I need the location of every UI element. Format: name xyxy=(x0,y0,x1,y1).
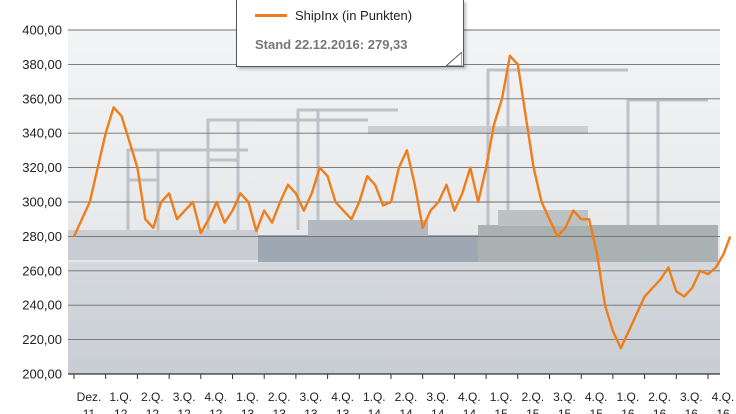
x-tick-label: 3.Q. xyxy=(173,390,196,404)
x-tick-year: 15 xyxy=(590,407,604,414)
x-tick-year: 13 xyxy=(304,407,318,414)
x-tick-year: 14 xyxy=(463,407,477,414)
y-tick-label: 360,00 xyxy=(22,91,62,106)
x-tick-year: 11 xyxy=(83,407,96,414)
x-tick-year: 16 xyxy=(653,407,667,414)
x-tick-label: 2.Q. xyxy=(268,390,291,404)
x-tick-label: 4.Q. xyxy=(712,390,735,404)
y-tick-label: 220,00 xyxy=(22,332,62,347)
x-tick-year: 15 xyxy=(494,407,508,414)
x-tick-label: 1.Q. xyxy=(236,390,259,404)
x-tick-year: 14 xyxy=(368,407,382,414)
legend-stand-value: Stand 22.12.2016: 279,33 xyxy=(255,37,408,52)
x-tick-year: 15 xyxy=(526,407,540,414)
x-tick-year: 13 xyxy=(241,407,255,414)
y-tick-label: 280,00 xyxy=(22,229,62,244)
x-tick-year: 14 xyxy=(399,407,413,414)
x-tick-label: 1.Q. xyxy=(109,390,132,404)
x-axis-ticks: Dez. 11 1.Q. 12 2.Q. 12 3.Q. 12 4.Q. 12 1.Q. 13 2.Q.… xyxy=(73,374,735,414)
x-tick-year: 13 xyxy=(273,407,287,414)
x-tick-label: 1.Q. xyxy=(617,390,640,404)
x-tick-label: 1.Q. xyxy=(363,390,386,404)
series-line-shipinx xyxy=(72,54,732,350)
x-tick-year: 16 xyxy=(716,407,730,414)
x-tick-label: Dez. xyxy=(77,390,102,404)
x-tick-year: 13 xyxy=(336,407,350,414)
x-tick-label: 2.Q. xyxy=(521,390,544,404)
y-tick-label: 400,00 xyxy=(22,23,62,38)
x-tick-label: 3.Q. xyxy=(553,390,576,404)
x-tick-year: 16 xyxy=(685,407,699,414)
page-curl-icon xyxy=(446,52,462,66)
x-tick-year: 12 xyxy=(114,407,128,414)
x-tick-year: 12 xyxy=(146,407,160,414)
x-tick-year: 14 xyxy=(431,407,445,414)
y-tick-label: 340,00 xyxy=(22,126,62,141)
y-tick-label: 320,00 xyxy=(22,160,62,175)
x-tick-label: 3.Q. xyxy=(680,390,703,404)
y-axis-ticks: 200,00 220,00 240,00 260,00 280,00 300,00 320,… xyxy=(22,23,62,382)
x-tick-label: 4.Q. xyxy=(204,390,227,404)
x-tick-year: 12 xyxy=(209,407,223,414)
x-tick-label: 4.Q. xyxy=(331,390,354,404)
y-tick-label: 200,00 xyxy=(22,367,62,382)
x-tick-label: 1.Q. xyxy=(490,390,513,404)
x-tick-year: 12 xyxy=(177,407,191,414)
x-tick-label: 3.Q. xyxy=(426,390,449,404)
x-tick-year: 16 xyxy=(621,407,635,414)
legend-box: ShipInx (in Punkten) Stand 22.12.2016: 2… xyxy=(236,0,464,67)
legend-entry: ShipInx (in Punkten) xyxy=(255,8,412,23)
y-tick-label: 380,00 xyxy=(22,57,62,72)
x-tick-label: 2.Q. xyxy=(395,390,418,404)
y-tick-label: 240,00 xyxy=(22,298,62,313)
gridlines xyxy=(68,29,720,375)
y-tick-label: 300,00 xyxy=(22,195,62,210)
x-tick-label: 2.Q. xyxy=(648,390,671,404)
legend-swatch xyxy=(255,14,287,17)
x-tick-label: 4.Q. xyxy=(458,390,481,404)
x-tick-label: 2.Q. xyxy=(141,390,164,404)
legend-series-name: ShipInx (in Punkten) xyxy=(295,8,413,23)
x-tick-label: 4.Q. xyxy=(585,390,608,404)
x-tick-year: 15 xyxy=(558,407,572,414)
y-tick-label: 260,00 xyxy=(22,263,62,278)
x-tick-label: 3.Q. xyxy=(300,390,323,404)
